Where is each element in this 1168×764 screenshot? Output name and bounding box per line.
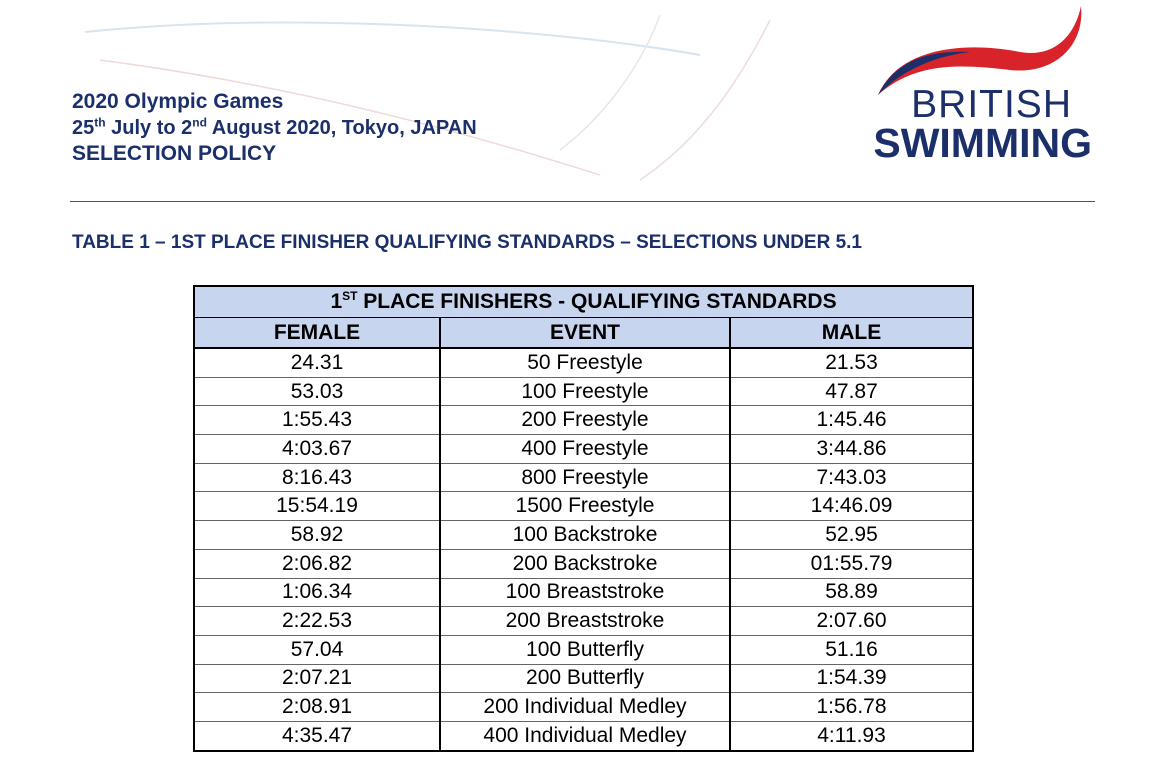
female-time-cell: 2:06.82 [193,548,441,578]
female-time-cell: 4:35.47 [193,720,441,752]
event-cell: 200 Backstroke [439,548,731,578]
male-time-cell: 7:43.03 [728,462,975,492]
female-time-cell: 1:55.43 [193,405,441,435]
table-row: 1:06.34 100 Breaststroke 58.89 [193,577,975,607]
background-swoosh [84,14,771,181]
event-cell: 100 Breaststroke [439,577,731,607]
table-title: 1ST PLACE FINISHERS - QUALIFYING STANDAR… [192,285,975,318]
male-time-cell: 21.53 [728,347,975,378]
event-cell: 200 Breaststroke [439,606,731,636]
column-header-event: EVENT [439,317,731,349]
event-cell: 100 Freestyle [439,376,731,406]
table-row: 2:22.53 200 Breaststroke 2:07.60 [193,606,975,636]
male-time-cell: 1:56.78 [728,692,975,722]
event-cell: 100 Backstroke [439,520,731,550]
event-cell: 50 Freestyle [439,347,731,378]
event-cell: 200 Freestyle [439,405,731,435]
female-time-cell: 15:54.19 [193,491,441,521]
logo-text-swimming: SWIMMING [873,120,1092,166]
logo-text-british: BRITISH [911,83,1072,126]
games-dates: 25th July to 2nd August 2020, Tokyo, JAP… [72,115,477,139]
table-row: 2:08.91 200 Individual Medley 1:56.78 [193,692,975,722]
female-time-cell: 4:03.67 [193,434,441,464]
section-title: TABLE 1 – 1ST PLACE FINISHER QUALIFYING … [72,232,863,253]
event-cell: 200 Individual Medley [439,692,731,722]
column-header-male: MALE [728,317,975,349]
male-time-cell: 51.16 [728,634,975,665]
female-time-cell: 53.03 [193,376,441,406]
female-time-cell: 2:22.53 [193,606,441,636]
table-row: 57.04 100 Butterfly 51.16 [193,634,975,665]
female-time-cell: 1:06.34 [193,577,441,607]
male-time-cell: 47.87 [728,376,975,406]
female-time-cell: 2:07.21 [193,663,441,693]
logo-swoosh-icon [878,6,1082,95]
games-title: 2020 Olympic Games [72,90,284,113]
female-time-cell: 8:16.43 [193,462,441,492]
event-cell: 800 Freestyle [439,462,731,492]
column-header-female: FEMALE [193,317,441,349]
header-divider [70,201,1095,202]
event-cell: 400 Freestyle [439,434,731,464]
event-cell: 100 Butterfly [439,634,731,665]
female-time-cell: 24.31 [193,347,441,378]
qualifying-standards-table: 1ST PLACE FINISHERS - QUALIFYING STANDAR… [192,285,975,752]
female-time-cell: 57.04 [193,634,441,665]
male-time-cell: 3:44.86 [728,434,975,464]
male-time-cell: 4:11.93 [728,720,975,752]
event-cell: 200 Butterfly [439,663,731,693]
table-row: 4:35.47 400 Individual Medley 4:11.93 [193,720,975,752]
event-cell: 400 Individual Medley [439,720,731,752]
table-row: 58.92 100 Backstroke 52.95 [193,520,975,550]
table-row: 15:54.19 1500 Freestyle 14:46.09 [193,491,975,521]
male-time-cell: 14:46.09 [728,491,975,521]
male-time-cell: 58.89 [728,577,975,607]
event-cell: 1500 Freestyle [439,491,731,521]
document-header: 2020 Olympic Games 25th July to 2nd Augu… [72,89,477,167]
table-row: 2:07.21 200 Butterfly 1:54.39 [193,663,975,693]
table-row: 1:55.43 200 Freestyle 1:45.46 [193,405,975,435]
table-row: 2:06.82 200 Backstroke 01:55.79 [193,548,975,578]
female-time-cell: 58.92 [193,520,441,550]
british-swimming-logo: BRITISH SWIMMING [860,0,1100,170]
female-time-cell: 2:08.91 [193,692,441,722]
table-row: 53.03 100 Freestyle 47.87 [193,376,975,406]
male-time-cell: 01:55.79 [728,548,975,578]
table-row: 8:16.43 800 Freestyle 7:43.03 [193,462,975,492]
policy-title: SELECTION POLICY [72,142,277,165]
table-row: 24.31 50 Freestyle 21.53 [193,347,975,378]
male-time-cell: 1:45.46 [728,405,975,435]
male-time-cell: 52.95 [728,520,975,550]
table-row: 4:03.67 400 Freestyle 3:44.86 [193,434,975,464]
male-time-cell: 1:54.39 [728,663,975,693]
male-time-cell: 2:07.60 [728,606,975,636]
